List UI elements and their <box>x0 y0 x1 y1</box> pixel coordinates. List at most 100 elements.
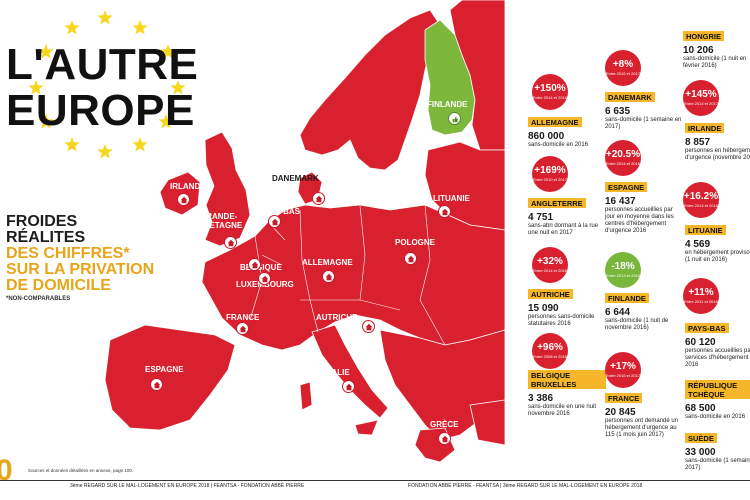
subtitle-line-5: DE DOMICILE <box>6 277 111 294</box>
house-icon <box>258 272 271 285</box>
stat-country: RÉPUBLIQUE TCHÈQUE <box>685 380 750 399</box>
eu-star-icon <box>64 20 80 35</box>
stat-value: 4 569 <box>685 239 711 250</box>
eu-star-icon <box>38 114 54 129</box>
eu-star-icon <box>132 137 148 152</box>
stat-description: personnes ont demandé un hébergement d'u… <box>605 418 679 438</box>
map-label-pays-bas: PAYS-BAS <box>260 207 301 216</box>
stat-value: 4 751 <box>528 212 554 223</box>
house-icon <box>224 236 237 249</box>
map-label-autriche: AUTRICHE <box>316 313 358 322</box>
stat-description: sans-domicile (1 semaine en 2017) <box>605 117 682 130</box>
stat-lituanie: LITUANIE 4 569 en hébergement provisoire (… <box>685 220 750 264</box>
stat-country: PAYS-BAS <box>685 323 729 333</box>
title-line-1: L'AUTRE <box>6 40 199 89</box>
stat-badge-paysbas: +11% Entre 2011 et 2016 <box>683 278 719 314</box>
badge-period: Entre 2015 et 2017 <box>605 71 641 76</box>
stat-country: LITUANIE <box>685 225 726 235</box>
sources-note: Sources et données détaillées en annexe,… <box>28 468 134 473</box>
badge-period: Entre 2014 et 2016 <box>605 161 641 166</box>
stat-angleterre: ANGLETERRE 4 751 sans-abri dormant à la ru… <box>528 193 606 237</box>
house-icon <box>438 432 451 445</box>
map-label-espagne: ESPAGNE <box>145 365 184 374</box>
badge-percent: +20.5% <box>605 149 641 160</box>
eu-star-icon <box>38 44 54 59</box>
stat-value: 15 090 <box>528 303 559 314</box>
house-icon <box>342 380 355 393</box>
stat-value: 10 206 <box>683 45 714 56</box>
badge-period: Entre 2014 et 2017 <box>683 101 719 106</box>
map-label-danemark: DANEMARK <box>272 174 319 183</box>
stat-description: sans-domicile (1 nuit de novembre 2016) <box>605 318 669 331</box>
sicily-shape <box>354 419 379 436</box>
stat-espagne: ESPAGNE 16 437 personnes accueillies par j… <box>605 177 683 235</box>
badge-percent: +11% <box>688 287 714 298</box>
house-icon <box>322 270 335 283</box>
stat-value: 6 635 <box>605 106 631 117</box>
stat-country: SUÈDE <box>685 433 717 443</box>
stat-description: sans-domicile (1 semaine en 2017) <box>685 458 750 471</box>
stat-value: 68 500 <box>685 403 716 414</box>
badge-period: Entre 2011 et 2016 <box>684 299 718 304</box>
stat-description: personnes accueillies par les services d… <box>685 348 750 368</box>
map-label-france: FRANCE <box>226 313 260 322</box>
scandinavia-shape <box>299 9 441 171</box>
stat-value: 16 437 <box>605 196 636 207</box>
stat-description: en hébergement provisoire (1 nuit en 201… <box>685 250 750 263</box>
stat-badge-danemark: +8% Entre 2015 et 2017 <box>605 50 641 86</box>
stat-country: ALLEMAGNE <box>528 117 582 127</box>
map-label-pologne: POLOGNE <box>395 238 436 247</box>
stat-tcheque: RÉPUBLIQUE TCHÈQUE 68 500 sans-domicile en… <box>685 380 750 421</box>
stat-badge-belgique: +96% Entre 2008 et 2016 <box>532 333 568 369</box>
stat-value: 6 644 <box>605 307 631 318</box>
subtitle-line-3: DES CHIFFRES* <box>6 245 130 262</box>
subtitle-line-4: SUR LA PRIVATION <box>6 261 155 278</box>
stat-country: DANEMARK <box>605 92 655 102</box>
badge-period: Entre 2014 et 2016 <box>532 95 568 100</box>
stat-country: ANGLETERRE <box>528 198 586 208</box>
stat-allemagne: ALLEMAGNE 860 000 sans-domicile en 2016 <box>528 112 606 149</box>
badge-percent: +32% <box>537 256 563 267</box>
badge-percent: +8% <box>612 59 634 70</box>
map-label-grande-bretagne-2: BRETAGNE <box>198 221 243 230</box>
stat-value: 860 000 <box>528 131 565 142</box>
stat-description: personnes accueillies par jour en moyenn… <box>605 207 674 234</box>
stat-country: IRLANDE <box>685 123 725 133</box>
badge-period: Entre 2008 et 2016 <box>532 354 568 359</box>
stat-description: personnes en hébergement d'urgence (nove… <box>685 148 750 161</box>
sardinia-shape <box>299 381 313 411</box>
house-icon <box>404 252 417 265</box>
stat-value: 20 845 <box>605 407 636 418</box>
stat-badge-irlande: +145% Entre 2014 et 2017 <box>683 80 719 116</box>
house-icon <box>362 320 375 333</box>
stat-badge-finlande: -18% Entre 2013 et 2016 <box>605 252 641 288</box>
stat-value: 3 386 <box>528 393 554 404</box>
eu-star-icon <box>132 20 148 35</box>
map-label-finlande: FINLANDE <box>427 100 468 109</box>
stat-description: sans-domicile (1 nuit en février 2016) <box>683 56 747 69</box>
badge-period: Entre 2014 et 2016 <box>532 268 568 273</box>
stat-country: FINLANDE <box>605 293 649 303</box>
eu-star-icon <box>64 137 80 152</box>
badge-percent: +17% <box>610 361 636 372</box>
subtitle: FROIDES RÉALITES DES CHIFFRES* SUR LA PR… <box>6 213 176 303</box>
house-icon <box>150 378 163 391</box>
stat-country: AUTRICHE <box>528 289 573 299</box>
stat-hongrie: HONGRIE 10 206 sans-domicile (1 nuit en fé… <box>683 26 750 70</box>
title-line-2: EUROPE <box>6 86 195 135</box>
stat-danemark: DANEMARK 6 635 sans-domicile (1 semaine en… <box>605 87 683 131</box>
map-label-belgique: BELGIQUE <box>240 263 282 272</box>
house-icon <box>268 215 281 228</box>
house-icon <box>177 193 190 206</box>
eu-star-icon <box>28 80 44 95</box>
badge-percent: +150% <box>534 83 566 94</box>
map-label-grece: GRÈCE <box>430 420 459 429</box>
page-number: 0 <box>0 454 13 487</box>
eu-star-icon <box>170 80 186 95</box>
stat-description: sans-domicile en une nuit novembre 2016 <box>528 404 597 417</box>
badge-percent: +16.2% <box>683 191 719 202</box>
subtitle-line-1: FROIDES <box>6 213 78 230</box>
badge-period: Entre 2016 et 2017 <box>605 373 641 378</box>
